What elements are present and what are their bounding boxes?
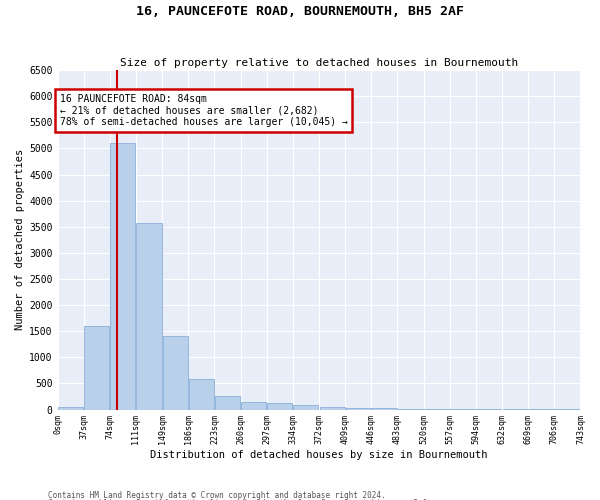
Bar: [215, 396, 241, 409]
Bar: [320, 407, 345, 410]
Bar: [136, 222, 161, 410]
Text: 16 PAUNCEFOTE ROAD: 84sqm
← 21% of detached houses are smaller (2,682)
78% of se: 16 PAUNCEFOTE ROAD: 84sqm ← 21% of detac…: [59, 94, 347, 127]
Text: Contains public sector information licensed under the Open Government Licence v3: Contains public sector information licen…: [48, 499, 432, 500]
Bar: [398, 408, 424, 410]
Bar: [371, 408, 397, 410]
Bar: [84, 326, 109, 409]
Bar: [293, 405, 319, 409]
Bar: [163, 336, 188, 409]
Text: Contains HM Land Registry data © Crown copyright and database right 2024.: Contains HM Land Registry data © Crown c…: [48, 490, 386, 500]
Bar: [58, 406, 83, 410]
Text: 16, PAUNCEFOTE ROAD, BOURNEMOUTH, BH5 2AF: 16, PAUNCEFOTE ROAD, BOURNEMOUTH, BH5 2A…: [136, 5, 464, 18]
Bar: [188, 379, 214, 410]
X-axis label: Distribution of detached houses by size in Bournemouth: Distribution of detached houses by size …: [150, 450, 488, 460]
Bar: [241, 402, 266, 409]
Bar: [110, 144, 136, 410]
Title: Size of property relative to detached houses in Bournemouth: Size of property relative to detached ho…: [120, 58, 518, 68]
Bar: [424, 409, 449, 410]
Y-axis label: Number of detached properties: Number of detached properties: [15, 149, 25, 330]
Bar: [346, 408, 371, 410]
Bar: [267, 404, 292, 409]
